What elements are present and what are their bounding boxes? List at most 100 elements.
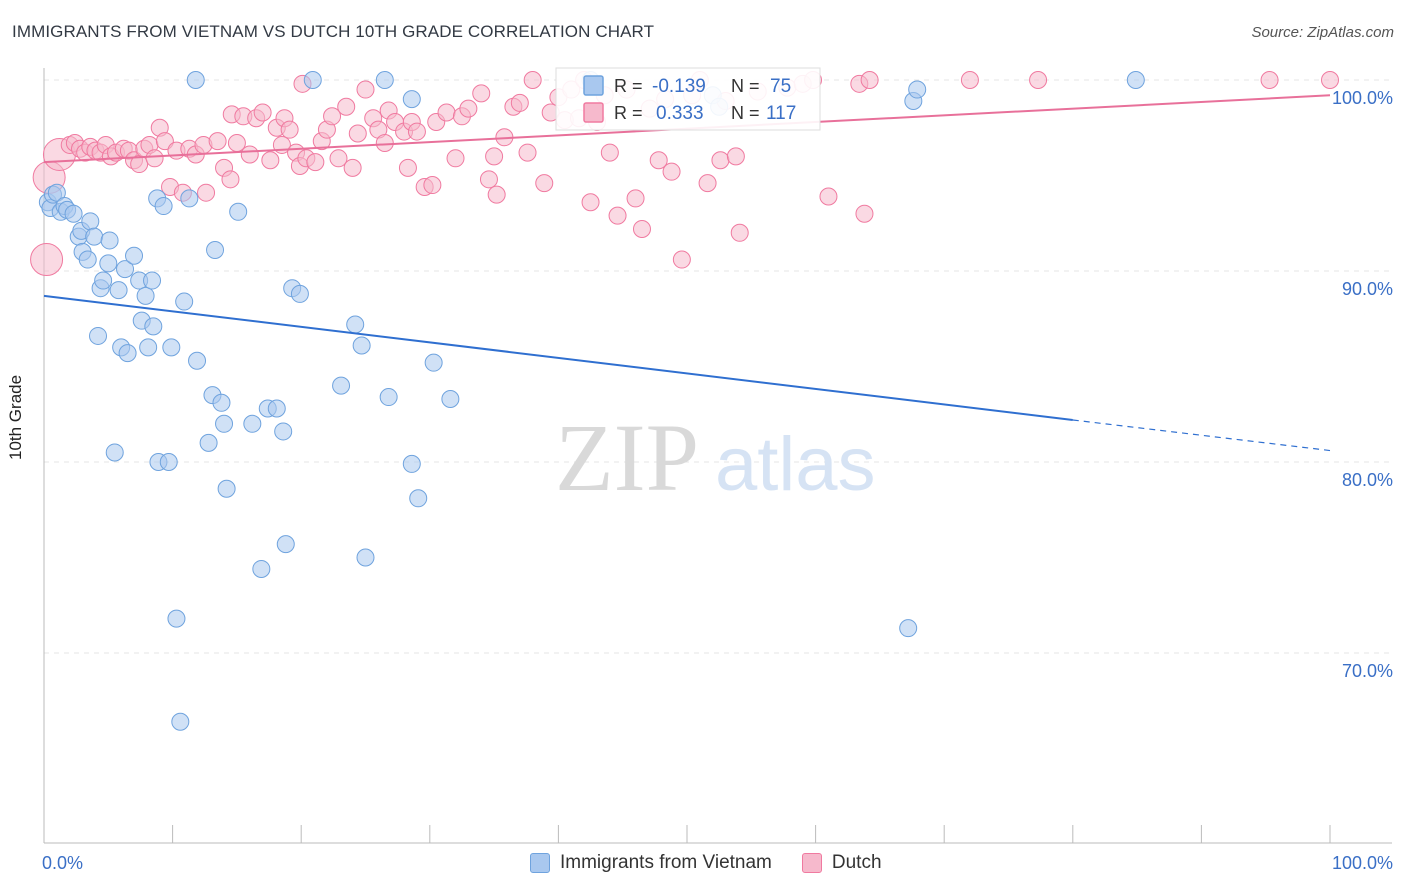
- point-dutch: [446, 149, 465, 168]
- point-vietnam: [217, 479, 236, 498]
- point-dutch: [662, 162, 681, 181]
- point-vietnam: [99, 254, 118, 273]
- point-vietnam: [89, 326, 108, 345]
- point-dutch: [819, 187, 838, 206]
- point-dutch: [375, 134, 394, 153]
- point-vietnam: [908, 80, 927, 99]
- point-dutch: [356, 80, 375, 99]
- legend-n-label-2: N =: [731, 103, 760, 123]
- legend-item-dutch[interactable]: Dutch: [801, 852, 882, 874]
- point-vietnam: [47, 183, 66, 202]
- point-vietnam: [125, 246, 144, 265]
- legend-n-value-1: 75: [770, 76, 791, 97]
- point-vietnam: [171, 712, 190, 731]
- point-vietnam: [109, 281, 128, 300]
- point-dutch: [306, 153, 325, 172]
- point-vietnam: [64, 204, 83, 223]
- point-dutch: [197, 183, 216, 202]
- point-dutch: [523, 71, 542, 89]
- point-dutch: [632, 219, 651, 238]
- point-vietnam: [154, 197, 173, 216]
- point-dutch: [518, 143, 537, 162]
- point-vietnam: [136, 286, 155, 305]
- point-vietnam: [206, 240, 225, 259]
- point-vietnam: [175, 292, 194, 311]
- point-dutch: [155, 132, 174, 151]
- y-tick-label: 100.0%: [1332, 88, 1393, 108]
- y-tick-label: 70.0%: [1342, 661, 1393, 681]
- legend-r-value-1: -0.139: [652, 76, 706, 97]
- point-dutch: [337, 97, 356, 116]
- legend-n-value-2: 117: [766, 103, 796, 124]
- point-vietnam: [215, 414, 234, 433]
- axes: [43, 68, 1392, 844]
- point-vietnam: [118, 344, 137, 363]
- point-dutch: [535, 174, 554, 193]
- point-dutch: [726, 147, 745, 166]
- point-vietnam: [188, 351, 207, 370]
- watermark-zip: ZIP: [555, 404, 699, 511]
- point-vietnam: [332, 376, 351, 395]
- trend-line-vietnam-dashed: [1072, 419, 1331, 452]
- point-dutch: [329, 149, 348, 168]
- point-vietnam: [144, 317, 163, 336]
- point-vietnam: [78, 250, 97, 269]
- point-vietnam: [139, 338, 158, 357]
- x-tick-label: 100.0%: [1332, 853, 1393, 873]
- legend-label-dutch: Dutch: [831, 852, 882, 873]
- point-vietnam: [167, 609, 186, 628]
- legend-r-label-2: R =: [614, 103, 643, 123]
- point-vietnam: [267, 399, 286, 418]
- point-dutch: [253, 103, 272, 122]
- series-vietnam: [38, 71, 1145, 731]
- point-vietnam: [303, 71, 322, 89]
- point-vietnam: [1126, 71, 1145, 89]
- point-vietnam: [159, 453, 178, 471]
- source-label: Source: ZipAtlas.com: [1251, 24, 1394, 41]
- point-vietnam: [100, 231, 119, 250]
- point-dutch: [855, 204, 874, 223]
- point-vietnam: [274, 422, 293, 441]
- point-vietnam: [116, 260, 135, 279]
- legend-swatch-dutch: [801, 853, 822, 873]
- point-vietnam: [85, 227, 104, 246]
- point-dutch: [672, 250, 691, 269]
- point-dutch: [479, 170, 498, 189]
- point-dutch: [261, 151, 280, 170]
- point-vietnam: [441, 389, 460, 408]
- point-dutch: [1029, 71, 1048, 89]
- point-vietnam: [180, 189, 199, 208]
- point-vietnam: [94, 271, 113, 290]
- point-vietnam: [375, 71, 394, 89]
- point-dutch: [343, 158, 362, 177]
- x-tick-label: 0.0%: [42, 853, 83, 873]
- point-dutch: [1321, 71, 1339, 89]
- point-dutch: [485, 147, 504, 166]
- point-vietnam: [346, 315, 365, 334]
- point-vietnam: [276, 535, 295, 554]
- legend-r-label-1: R =: [614, 76, 643, 96]
- point-dutch: [581, 193, 600, 212]
- y-tick-label: 90.0%: [1342, 279, 1393, 299]
- point-dutch: [280, 120, 299, 139]
- point-dutch: [608, 206, 627, 225]
- point-dutch: [711, 151, 730, 170]
- point-vietnam: [143, 271, 162, 290]
- point-vietnam: [105, 443, 124, 462]
- legend-bottom: Immigrants from Vietnam Dutch: [530, 852, 912, 874]
- point-dutch: [398, 158, 417, 177]
- point-vietnam: [352, 336, 371, 355]
- point-vietnam: [409, 489, 428, 508]
- legend-label-vietnam: Immigrants from Vietnam: [560, 852, 772, 873]
- point-dutch: [960, 71, 979, 89]
- tick-labels: 100.0% 90.0% 80.0% 70.0% 0.0% 100.0%: [42, 88, 1393, 873]
- point-dutch: [348, 124, 367, 143]
- point-dutch: [221, 170, 240, 189]
- point-dutch: [487, 185, 506, 204]
- point-vietnam: [243, 414, 262, 433]
- point-dutch: [145, 149, 164, 168]
- legend-swatch-vietnam: [583, 75, 604, 96]
- point-vietnam: [229, 202, 248, 221]
- legend-item-vietnam[interactable]: Immigrants from Vietnam: [530, 852, 772, 874]
- point-vietnam: [424, 353, 443, 372]
